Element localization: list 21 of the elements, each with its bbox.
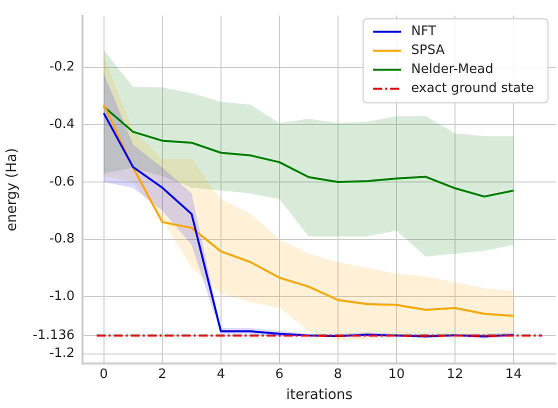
legend-label: exact ground state xyxy=(411,81,534,96)
x-tick-label: 8 xyxy=(334,366,342,382)
y-tick-label: -1.2 xyxy=(49,346,75,362)
y-tick-label: -0.6 xyxy=(49,174,75,190)
legend-label: Nelder-Mead xyxy=(411,62,494,78)
x-tick-label: 6 xyxy=(275,366,284,382)
legend-label: NFT xyxy=(411,24,436,40)
x-tick-label: 4 xyxy=(216,366,225,382)
x-axis-title: iterations xyxy=(286,387,353,404)
y-tick-label: -0.2 xyxy=(49,60,75,75)
y-tick-label: -0.4 xyxy=(49,117,75,132)
y-tick-label: -1.136 xyxy=(32,328,75,343)
y-tick-label: -0.8 xyxy=(49,232,75,247)
x-tick-label: 2 xyxy=(158,366,166,382)
x-tick-label: 12 xyxy=(446,366,464,382)
x-tick-label: 10 xyxy=(388,366,405,382)
x-tick-label: 14 xyxy=(505,366,522,382)
y-axis-title: energy (Ha) xyxy=(4,148,20,232)
x-tick-label: 0 xyxy=(100,366,108,382)
y-tick-label: -1.0 xyxy=(49,288,75,304)
legend-label: SPSA xyxy=(411,43,445,58)
